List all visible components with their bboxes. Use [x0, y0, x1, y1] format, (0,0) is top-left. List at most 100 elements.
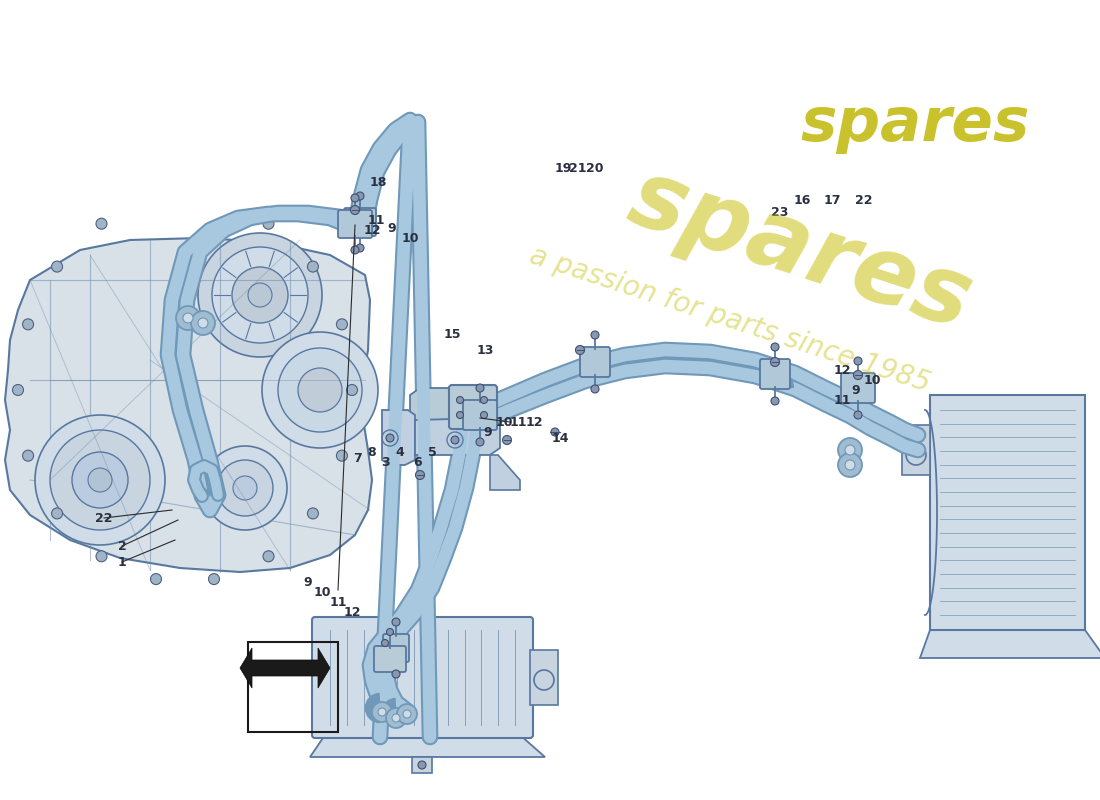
- Circle shape: [176, 306, 200, 330]
- Circle shape: [52, 261, 63, 272]
- Circle shape: [838, 438, 862, 462]
- Circle shape: [72, 452, 128, 508]
- Circle shape: [456, 411, 463, 418]
- Text: 19: 19: [554, 162, 572, 174]
- Circle shape: [372, 702, 392, 722]
- Text: 2: 2: [118, 539, 127, 553]
- Circle shape: [346, 385, 358, 395]
- Polygon shape: [310, 735, 544, 757]
- Circle shape: [263, 218, 274, 230]
- Text: 18: 18: [370, 175, 387, 189]
- FancyBboxPatch shape: [374, 646, 406, 672]
- Bar: [412, 757, 432, 773]
- Circle shape: [52, 508, 63, 519]
- Circle shape: [278, 348, 362, 432]
- Circle shape: [845, 445, 855, 455]
- Circle shape: [351, 206, 360, 214]
- Circle shape: [503, 435, 512, 445]
- Circle shape: [209, 574, 220, 585]
- Circle shape: [845, 460, 855, 470]
- Circle shape: [382, 639, 388, 646]
- Circle shape: [838, 453, 862, 477]
- Circle shape: [770, 358, 780, 366]
- Circle shape: [551, 428, 559, 436]
- Text: 10: 10: [314, 586, 331, 598]
- Bar: [902, 425, 930, 475]
- Polygon shape: [490, 455, 520, 490]
- Circle shape: [392, 618, 400, 626]
- Circle shape: [378, 708, 386, 716]
- Bar: [248, 642, 338, 732]
- Text: 1: 1: [118, 555, 127, 569]
- Text: 22: 22: [96, 511, 112, 525]
- Circle shape: [204, 446, 287, 530]
- Circle shape: [96, 218, 107, 230]
- Circle shape: [481, 411, 487, 418]
- Circle shape: [212, 247, 308, 343]
- Text: 11: 11: [834, 394, 850, 406]
- Circle shape: [307, 508, 318, 519]
- FancyBboxPatch shape: [338, 210, 372, 238]
- Polygon shape: [410, 388, 452, 435]
- Circle shape: [23, 319, 34, 330]
- Text: 12: 12: [343, 606, 361, 618]
- Text: 12: 12: [363, 223, 381, 237]
- Circle shape: [50, 430, 150, 530]
- Circle shape: [337, 450, 348, 461]
- Text: 17: 17: [823, 194, 840, 206]
- Circle shape: [12, 385, 23, 395]
- Circle shape: [262, 332, 378, 448]
- Circle shape: [392, 670, 400, 678]
- Text: 3: 3: [382, 455, 390, 469]
- Text: 4: 4: [396, 446, 405, 458]
- Bar: [530, 650, 558, 705]
- Circle shape: [854, 370, 862, 379]
- Text: 7: 7: [353, 451, 362, 465]
- Text: 13: 13: [476, 343, 494, 357]
- Circle shape: [351, 246, 359, 254]
- Text: 12: 12: [526, 415, 542, 429]
- Circle shape: [418, 761, 426, 769]
- Circle shape: [191, 311, 214, 335]
- Text: 14: 14: [551, 431, 569, 445]
- Circle shape: [23, 450, 34, 461]
- Text: 22: 22: [856, 194, 872, 206]
- Circle shape: [451, 436, 459, 444]
- Text: 9: 9: [484, 426, 493, 438]
- Text: a passion for parts since 1985: a passion for parts since 1985: [526, 242, 934, 398]
- Circle shape: [481, 397, 487, 403]
- Text: 8: 8: [367, 446, 376, 458]
- Circle shape: [263, 550, 274, 562]
- FancyBboxPatch shape: [383, 634, 409, 662]
- Circle shape: [232, 267, 288, 323]
- Circle shape: [298, 368, 342, 412]
- Circle shape: [476, 384, 484, 392]
- Text: 6: 6: [414, 455, 422, 469]
- Circle shape: [151, 574, 162, 585]
- Circle shape: [403, 710, 411, 718]
- Text: 15: 15: [443, 329, 461, 342]
- FancyBboxPatch shape: [312, 617, 534, 738]
- Text: 11: 11: [329, 595, 346, 609]
- Circle shape: [356, 244, 364, 252]
- Polygon shape: [382, 410, 415, 465]
- Circle shape: [591, 385, 600, 393]
- Circle shape: [35, 415, 165, 545]
- Circle shape: [392, 714, 400, 722]
- FancyBboxPatch shape: [580, 347, 611, 377]
- Circle shape: [771, 343, 779, 351]
- FancyBboxPatch shape: [463, 400, 497, 430]
- FancyBboxPatch shape: [842, 373, 874, 403]
- Polygon shape: [920, 630, 1100, 658]
- Circle shape: [575, 346, 584, 354]
- FancyBboxPatch shape: [449, 385, 497, 429]
- Circle shape: [217, 460, 273, 516]
- Circle shape: [233, 476, 257, 500]
- Text: 11: 11: [509, 415, 527, 429]
- Circle shape: [386, 629, 394, 635]
- Text: 11: 11: [367, 214, 385, 226]
- Circle shape: [307, 261, 318, 272]
- Text: 20: 20: [586, 162, 604, 174]
- Polygon shape: [6, 238, 372, 572]
- Circle shape: [591, 331, 600, 339]
